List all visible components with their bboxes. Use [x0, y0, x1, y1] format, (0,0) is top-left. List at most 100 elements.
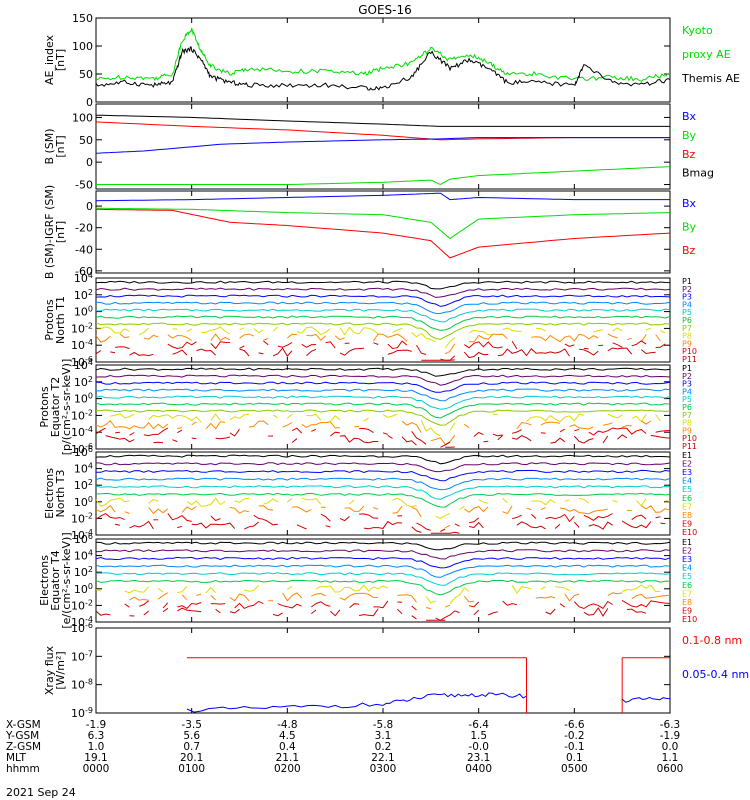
- flux-line-p8: [382, 413, 398, 418]
- flux-line-e7: [636, 498, 647, 507]
- flux-line-p8: [306, 413, 322, 421]
- flux-line-e8: [373, 507, 379, 510]
- flux-line-p9: [469, 333, 508, 343]
- flux-line-p9: [191, 421, 197, 426]
- x-axis-value: -1.9: [86, 719, 107, 731]
- flux-line-p11: [306, 348, 317, 357]
- flux-line-p11: [258, 352, 264, 355]
- flux-line-p10: [473, 431, 484, 437]
- flux-line-p10: [564, 343, 575, 347]
- flux-line-p10: [382, 432, 388, 435]
- flux-line-p6: [95, 402, 671, 419]
- flux-line-p9: [306, 333, 326, 341]
- flux-line-e9: [545, 513, 575, 523]
- flux-line-p10: [416, 344, 427, 355]
- flux-line-e8: [425, 607, 431, 610]
- flux-line-p10: [373, 342, 379, 345]
- x-axis-value: -4.8: [277, 719, 298, 731]
- flux-line-e10: [272, 612, 283, 617]
- flux-line-e7: [502, 497, 508, 504]
- flux-line-p8: [660, 330, 666, 334]
- series-line-themis-ae: [95, 46, 671, 91]
- flux-line-p11: [239, 348, 250, 357]
- flux-line-e2: [95, 462, 671, 473]
- series-line-by: [96, 166, 671, 186]
- flux-line-e7: [622, 584, 661, 593]
- x-axis-value: 6.3: [88, 730, 105, 742]
- flux-line-e7: [315, 584, 389, 593]
- legend-entry: E8: [682, 598, 692, 607]
- flux-line-e9: [416, 522, 431, 531]
- x-axis-table: X-GSM -1.9 -3.5 -4.8 -5.8 -6.4 -6.6 -6.3 Y-GSM 6.…: [5, 719, 683, 775]
- flux-line-e9: [234, 600, 264, 610]
- legend-entry: E7: [682, 502, 692, 511]
- legend-entry: E10: [682, 615, 697, 624]
- flux-line-e8: [181, 594, 188, 601]
- flux-line-p9: [286, 333, 297, 339]
- flux-line-p9: [444, 343, 456, 355]
- flux-line-e7: [148, 498, 159, 504]
- flux-line-p10: [583, 347, 589, 350]
- flux-line-e8: [559, 507, 608, 515]
- x-axis-row-label: Y-GSM: [5, 730, 39, 742]
- flux-line-p11: [105, 435, 135, 443]
- x-axis-row-label: hhmm: [6, 763, 40, 775]
- flux-line-p8: [253, 328, 264, 334]
- x-axis-value: 0000: [83, 763, 110, 775]
- flux-line-p5: [96, 308, 671, 323]
- flux-line-p10: [440, 441, 451, 448]
- flux-line-p5: [95, 395, 671, 410]
- x-axis-value: -0.1: [564, 741, 585, 753]
- flux-line-p8: [449, 422, 456, 431]
- flux-line-p8: [526, 413, 585, 423]
- flux-line-p11: [153, 441, 164, 444]
- x-axis-value: 0100: [178, 763, 205, 775]
- flux-line-p9: [607, 333, 618, 339]
- legend-entry: P10: [682, 434, 697, 443]
- y-tick-label: 106: [74, 445, 93, 459]
- y-tick-label: 10-6: [71, 621, 93, 635]
- flux-line-p8: [593, 329, 604, 333]
- flux-line-e1: [95, 454, 671, 465]
- flux-line-p4: [95, 301, 671, 315]
- date-label: 2021 Sep 24: [6, 786, 76, 799]
- flux-line-p9: [143, 334, 159, 340]
- legend-entry: P2: [682, 372, 692, 381]
- flux-line-e10: [310, 609, 317, 614]
- flux-line-p10: [115, 346, 130, 350]
- x-axis-value: 21.1: [276, 752, 299, 764]
- flux-line-p10: [631, 340, 647, 347]
- flux-line-e8: [540, 507, 546, 511]
- flux-line-e9: [559, 603, 566, 608]
- panel-ae_index: 150 100 50 0 AE_index[nT] Kyoto proxy AE Themis…: [43, 12, 740, 109]
- legend-entry: P1: [682, 364, 692, 373]
- flux-line-p11: [573, 435, 594, 444]
- flux-line-p10: [574, 428, 580, 432]
- x-axis-row-label: MLT: [6, 752, 26, 764]
- flux-line-p10: [129, 432, 135, 436]
- flux-line-p10: [612, 342, 623, 348]
- flux-line-p10: [167, 341, 197, 350]
- flux-line-e9: [454, 523, 460, 527]
- flux-line-e7: [665, 500, 671, 502]
- x-axis-value: 0.1: [566, 752, 583, 764]
- x-axis-value: 0300: [370, 763, 397, 775]
- flux-line-p10: [464, 341, 503, 349]
- flux-line-p7: [95, 409, 671, 426]
- flux-line-p8: [148, 414, 202, 423]
- flux-line-p8: [330, 415, 341, 422]
- flux-line-e7: [612, 500, 618, 503]
- legend-entry: P11: [682, 355, 697, 364]
- flux-line-e10: [267, 521, 278, 526]
- flux-line-e9: [177, 602, 202, 610]
- x-axis-value: 0400: [465, 763, 492, 775]
- flux-line-e10: [411, 526, 422, 533]
- flux-line-e10: [359, 608, 379, 617]
- flux-line-e8: [292, 506, 312, 513]
- y-tick-label: 100: [74, 582, 93, 596]
- flux-line-e9: [162, 602, 169, 609]
- flux-line-e10: [244, 521, 259, 530]
- flux-line-p8: [536, 327, 546, 332]
- y-tick-label: 102: [74, 478, 93, 492]
- x-axis-value: -5.8: [373, 719, 394, 731]
